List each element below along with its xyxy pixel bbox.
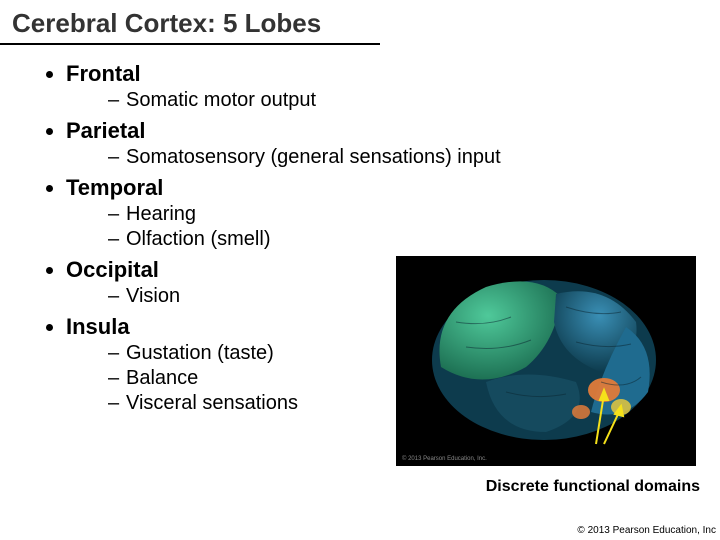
slide-copyright: © 2013 Pearson Education, Inc xyxy=(577,525,716,536)
brain-illustration xyxy=(426,272,666,447)
image-inner-copyright: © 2013 Pearson Education, Inc. xyxy=(402,456,487,462)
slide-title: Cerebral Cortex: 5 Lobes xyxy=(0,0,380,45)
lobe-parietal: Parietal xyxy=(66,118,720,144)
lobe-temporal: Temporal xyxy=(66,175,720,201)
sub-temporal-1: –Olfaction (smell) xyxy=(108,228,720,251)
sub-temporal-0: –Hearing xyxy=(108,203,720,226)
image-caption: Discrete functional domains xyxy=(486,478,700,496)
sub-frontal-0: –Somatic motor output xyxy=(108,89,720,112)
brain-image: © 2013 Pearson Education, Inc. xyxy=(396,256,696,466)
lobe-frontal: Frontal xyxy=(66,61,720,87)
sub-parietal-0: –Somatosensory (general sensations) inpu… xyxy=(108,146,720,169)
